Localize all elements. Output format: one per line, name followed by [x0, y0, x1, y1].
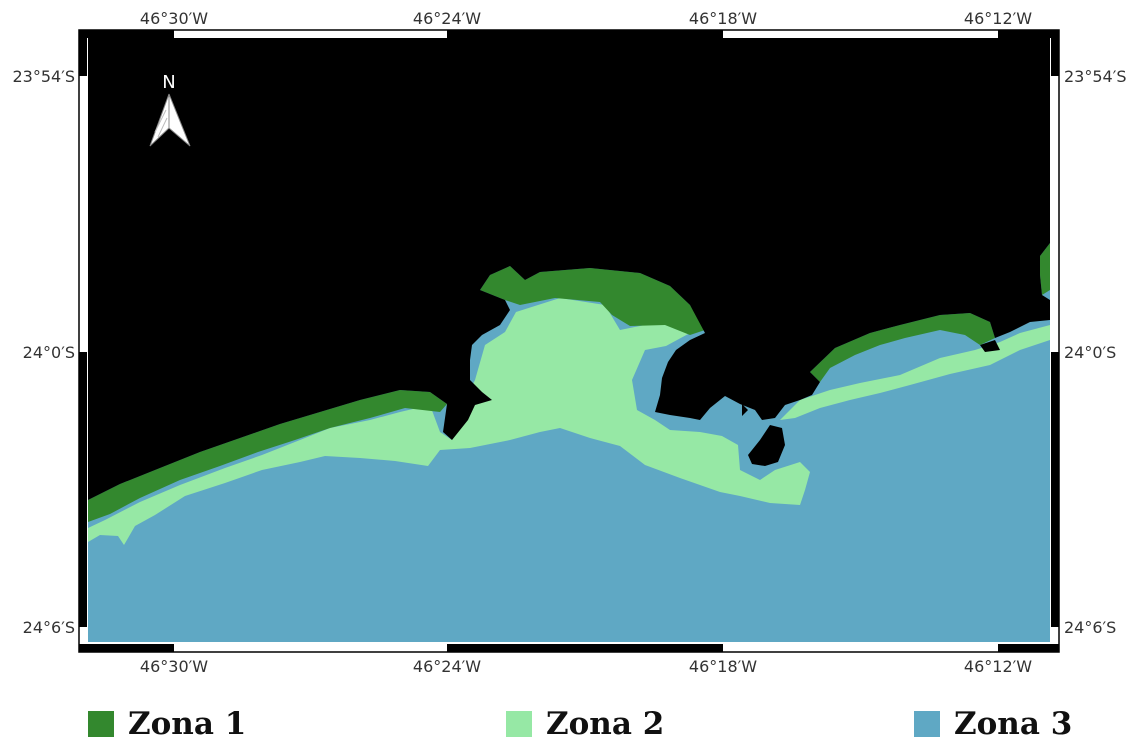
legend-item-zona1: Zona 1: [88, 704, 246, 744]
lon-labels-top: 46°30′W 46°24′W 46°18′W 46°12′W: [140, 9, 1032, 28]
lat-labels-right: 23°54′S 24°0′S 24°6′S: [1064, 67, 1127, 637]
lon-labels-bottom: 46°30′W 46°24′W 46°18′W 46°12′W: [140, 657, 1032, 676]
north-arrow-label: N: [162, 72, 175, 93]
map-figure: N 46°30′W 46°24′W 46°18′W 46°12′W 46°30′…: [12, 9, 1127, 676]
lon-label-top: 46°24′W: [413, 9, 481, 28]
legend-label: Zona 3: [954, 706, 1073, 742]
legend-item-zona2: Zona 2: [506, 704, 664, 744]
lon-label-top: 46°30′W: [140, 9, 208, 28]
lat-label-right: 24°0′S: [1064, 343, 1116, 362]
lon-label-top: 46°12′W: [964, 9, 1032, 28]
zona1-swatch: [88, 711, 114, 737]
lat-label-left: 24°0′S: [23, 343, 75, 362]
lon-label-top: 46°18′W: [689, 9, 757, 28]
lon-label-bottom: 46°18′W: [689, 657, 757, 676]
lat-label-left: 24°6′S: [23, 618, 75, 637]
map-panel: [88, 38, 1050, 642]
north-arrow: N: [149, 72, 191, 147]
lon-label-bottom: 46°30′W: [140, 657, 208, 676]
lat-label-right: 24°6′S: [1064, 618, 1116, 637]
land-area: [88, 38, 1050, 500]
zona3-swatch: [914, 711, 940, 737]
graticule-border-bottom: [79, 644, 1059, 652]
zona2-swatch: [506, 711, 532, 737]
lon-label-bottom: 46°12′W: [964, 657, 1032, 676]
graticule-border-top: [79, 30, 1059, 38]
zona2-area: [88, 298, 1050, 545]
lat-label-right: 23°54′S: [1064, 67, 1127, 86]
legend-label: Zona 1: [128, 706, 247, 742]
legend-item-zona3: Zona 3: [914, 704, 1072, 744]
lat-labels-left: 23°54′S 24°0′S 24°6′S: [12, 67, 75, 637]
graticule-border-left: [79, 30, 87, 627]
legend-label: Zona 2: [546, 706, 665, 742]
lon-label-bottom: 46°24′W: [413, 657, 481, 676]
graticule-border-right: [1051, 30, 1059, 627]
north-arrow-right-icon: [168, 93, 191, 147]
zona1-area: [88, 243, 1050, 522]
lat-label-left: 23°54′S: [12, 67, 75, 86]
